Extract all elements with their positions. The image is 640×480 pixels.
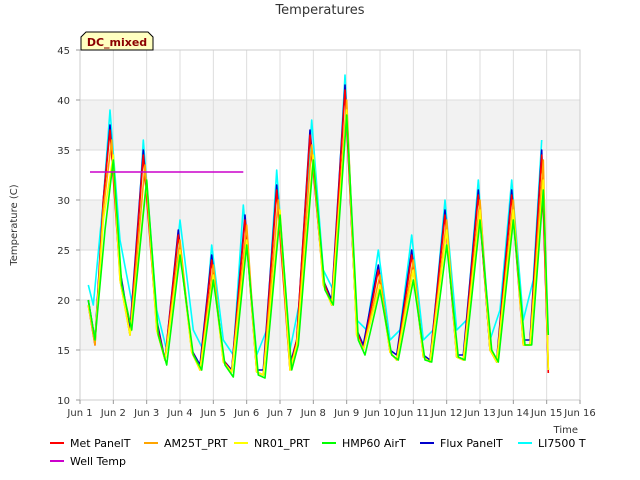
legend-label: NR01_PRT — [254, 437, 310, 450]
x-tick-label: Jun 7 — [266, 408, 292, 419]
x-tick-label: Jun 14 — [497, 408, 530, 419]
x-tick-label: Jun 12 — [430, 408, 463, 419]
x-tick-label: Jun 2 — [100, 408, 126, 419]
x-tick-label: Jun 15 — [530, 408, 563, 419]
badge-box — [80, 31, 154, 51]
legend-item-am25t-prt: AM25T_PRT — [144, 437, 228, 450]
badge-label: DC_mixed — [87, 36, 147, 49]
y-tick-label: 40 — [57, 96, 70, 107]
y-tick-label: 25 — [57, 246, 70, 257]
legend-item-hmp60-airt: HMP60 AirT — [322, 437, 406, 450]
chart-title: Temperatures — [274, 3, 364, 18]
legend-item-flux-panelt: Flux PanelT — [420, 437, 503, 450]
x-tick-label: Jun 16 — [563, 408, 596, 419]
series-lines — [87, 74, 550, 379]
y-tick-label: 15 — [57, 346, 70, 357]
legend-label: Well Temp — [70, 455, 126, 468]
y-tick-label: 30 — [57, 196, 70, 207]
band-0 — [80, 300, 580, 350]
legend-label: AM25T_PRT — [164, 437, 228, 450]
x-tick-label: Jun 5 — [200, 408, 226, 419]
y-axis-label: Temperature (C) — [9, 184, 20, 266]
x-axis-label: Time — [553, 425, 578, 436]
y-tick-label: 45 — [57, 46, 70, 57]
legend-label: Flux PanelT — [440, 437, 503, 450]
plot-frame — [79, 49, 581, 401]
x-tick-label: Jun 6 — [233, 408, 259, 419]
x-axis-ticks: Jun 1 Jun 2 Jun 3 Jun 4 Jun 5 Jun 6 Jun 7 Jun 8… — [66, 400, 596, 419]
x-tick-label: Jun 10 — [363, 408, 396, 419]
band-1 — [80, 200, 580, 250]
dc-mixed-badge: DC_mixed — [80, 31, 154, 51]
y-axis-ticks: 10 15 20 25 30 35 40 45 — [57, 46, 80, 407]
y-tick-label: 20 — [57, 296, 70, 307]
band-2 — [80, 100, 580, 150]
plot-background — [80, 50, 580, 400]
x-tick-label: Jun 9 — [333, 408, 359, 419]
x-tick-label: Jun 8 — [300, 408, 326, 419]
x-tick-label: Jun 1 — [66, 408, 92, 419]
series-hmp60-airt — [87, 114, 550, 379]
x-tick-label: Jun 13 — [463, 408, 496, 419]
legend-item-li7500-t: LI7500 T — [518, 437, 586, 450]
legend-label: LI7500 T — [538, 437, 586, 450]
x-tick-label: Jun 11 — [397, 408, 430, 419]
legend-item-well-temp: Well Temp — [50, 455, 126, 468]
legend-label: HMP60 AirT — [342, 437, 406, 450]
y-tick-label: 10 — [57, 396, 70, 407]
legend-label: Met PanelT — [70, 437, 131, 450]
legend-item-met-panelt: Met PanelT — [50, 437, 131, 450]
x-tick-label: Jun 4 — [166, 408, 192, 419]
x-tick-label: Jun 3 — [133, 408, 159, 419]
y-tick-label: 35 — [57, 146, 70, 157]
legend-item-nr01-prt: NR01_PRT — [234, 437, 310, 450]
legend: Met PanelT AM25T_PRT NR01_PRT HMP60 AirT Flu… — [50, 437, 586, 468]
